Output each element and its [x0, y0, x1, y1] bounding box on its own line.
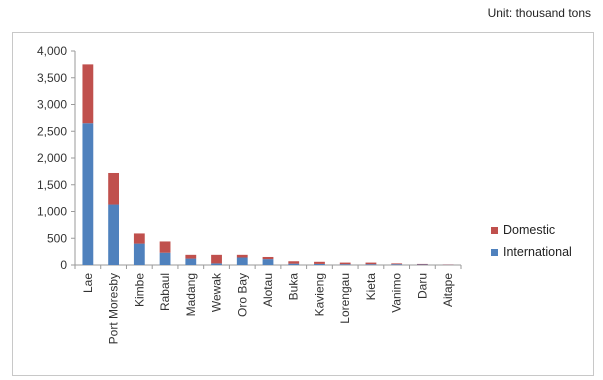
unit-note: Unit: thousand tons: [487, 6, 591, 20]
y-tick-label: 0: [60, 258, 67, 272]
x-tick-label: Daru: [415, 273, 429, 299]
bar-domestic: [82, 64, 94, 124]
bar-domestic: [314, 261, 325, 264]
bar-domestic: [416, 263, 428, 265]
legend: Domestic International: [491, 219, 572, 263]
legend-label-international: International: [503, 245, 572, 259]
bar-domestic: [108, 172, 120, 205]
bar-domestic: [391, 263, 403, 265]
bar-domestic: [185, 254, 197, 259]
bar-international: [108, 204, 120, 265]
bar-chart: 0 500 1,000 1,500 2,000 2,500 3,000 3,500 4,000 L…: [37, 44, 462, 344]
bar-domestic: [133, 233, 145, 244]
legend-item-international: International: [491, 241, 572, 263]
bar-international: [365, 264, 377, 265]
y-tick-label: 3,000: [37, 98, 67, 112]
bar-domestic: [288, 261, 300, 264]
x-tick-label: Kieta: [364, 273, 378, 301]
bar-international: [185, 258, 197, 265]
x-tick-label: Kimbe: [132, 273, 146, 307]
chart-frame: 0 500 1,000 1,500 2,000 2,500 3,000 3,500 4,000 L…: [12, 32, 594, 376]
x-tick-label: Buka: [287, 273, 301, 301]
bar-domestic: [262, 256, 274, 260]
bar-international: [236, 257, 248, 265]
y-tick-label: 4,000: [37, 44, 67, 58]
bar-domestic: [339, 262, 351, 265]
bar-international: [82, 123, 94, 265]
y-tick-label: 500: [47, 231, 67, 245]
bar-international: [391, 264, 403, 265]
y-tick-label: 2,500: [37, 124, 67, 138]
y-tick-label: 1,000: [37, 205, 67, 219]
bar-domestic: [365, 262, 377, 265]
bar-international: [159, 252, 171, 265]
x-tick-label: Port Moresby: [107, 273, 121, 344]
x-tick-label: Madang: [184, 273, 198, 316]
x-tick-label: Wewak: [210, 272, 224, 312]
bar-international: [416, 264, 428, 265]
legend-swatch-domestic: [491, 226, 498, 234]
legend-item-domestic: Domestic: [491, 219, 572, 241]
y-tick-label: 2,000: [37, 151, 67, 165]
bar-international: [314, 263, 325, 265]
bar-international: [211, 263, 222, 265]
x-tick-label: Kavieng: [312, 273, 326, 316]
y-tick-label: 1,500: [37, 178, 67, 192]
x-tick-label: Rabaul: [158, 273, 172, 311]
x-tick-label: Lae: [81, 273, 95, 293]
bar-international: [262, 259, 274, 265]
x-tick-label: Lorengau: [338, 273, 352, 324]
y-tick-label: 3,500: [37, 71, 67, 85]
bar-domestic: [211, 254, 222, 264]
bar-international: [133, 243, 145, 265]
x-tick-label: Vanimo: [390, 273, 404, 313]
bar-international: [339, 264, 351, 265]
bar-domestic: [236, 254, 248, 258]
legend-swatch-international: [491, 248, 498, 256]
legend-label-domestic: Domestic: [503, 223, 556, 237]
x-tick-label: Alotau: [261, 273, 275, 307]
x-tick-label: Oro Bay: [235, 273, 249, 317]
bar-international: [288, 263, 300, 265]
bar-domestic: [159, 241, 171, 253]
x-tick-label: Aitape: [441, 273, 455, 307]
